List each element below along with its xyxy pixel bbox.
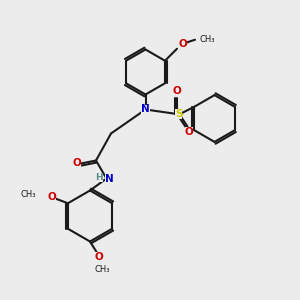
Text: O: O xyxy=(184,127,194,137)
Text: N: N xyxy=(141,104,150,115)
Text: O: O xyxy=(172,86,182,97)
Text: O: O xyxy=(47,192,56,202)
Text: N: N xyxy=(105,173,114,184)
Text: O: O xyxy=(94,251,103,262)
Text: CH₃: CH₃ xyxy=(21,190,36,199)
Text: O: O xyxy=(178,39,188,49)
Text: CH₃: CH₃ xyxy=(94,266,110,274)
Text: S: S xyxy=(175,109,182,119)
Text: O: O xyxy=(72,158,81,169)
Text: H: H xyxy=(95,172,103,182)
Text: CH₃: CH₃ xyxy=(200,35,215,44)
